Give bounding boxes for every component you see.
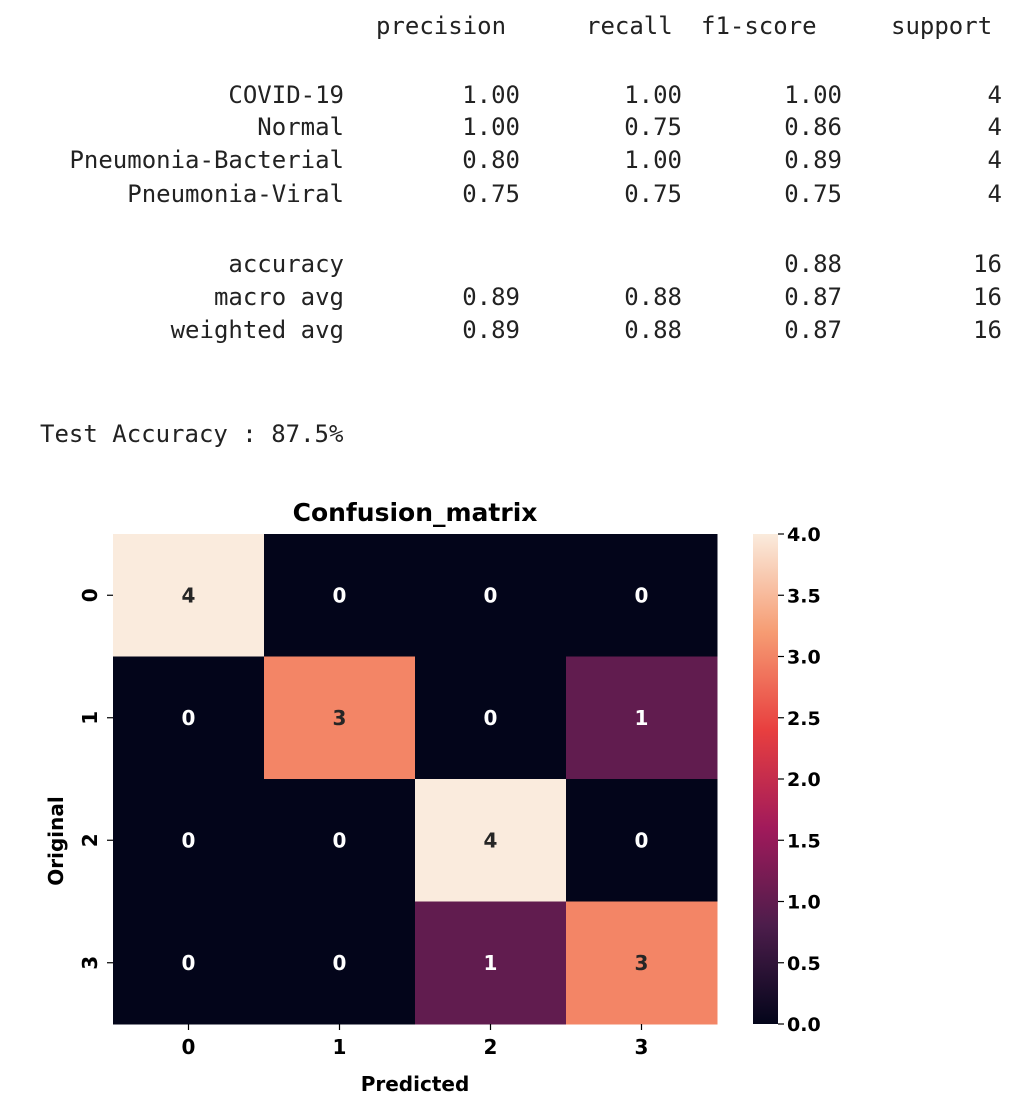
colorbar-tick-label: 2.5 [787, 708, 821, 730]
summary-precision: 0.89 [462, 316, 520, 344]
row-label: COVID-19 [228, 81, 344, 109]
cell-value-label: 0 [182, 828, 196, 852]
heatmap-cells: 4 0 0 0 0 3 0 1 0 0 4 0 0 0 1 3 [113, 534, 718, 1025]
row-f1: 1.00 [784, 81, 842, 109]
summary-label: macro avg [213, 283, 344, 311]
row-precision: 1.00 [462, 81, 520, 109]
summary-support: 16 [973, 316, 1002, 344]
cell-value-label: 4 [484, 828, 498, 852]
y-tick-label: 0 [78, 588, 102, 602]
heatmap-cell [415, 656, 567, 780]
heatmap-cell [264, 779, 416, 902]
colorbar-tick-label: 3.0 [787, 647, 821, 669]
heatmap-cell [264, 901, 416, 1025]
cell-value-label: 0 [182, 706, 196, 730]
y-tick-label: 3 [78, 956, 102, 970]
cell-value-label: 0 [182, 951, 196, 975]
header-precision: precision [376, 12, 507, 40]
heatmap-cell [415, 779, 567, 902]
summary-support: 16 [973, 283, 1002, 311]
summary-label: weighted avg [170, 316, 344, 344]
header-f1-score: f1-score [701, 12, 817, 40]
summary-label: accuracy [228, 250, 344, 278]
row-f1: 0.75 [784, 180, 842, 208]
confusion-matrix-chart: Confusion_matrix 4 0 0 0 0 3 0 1 0 0 4 0 0 0 1 3 0 1 2 3 0… [44, 498, 821, 1096]
row-precision: 1.00 [462, 113, 520, 141]
test-accuracy-text: Test Accuracy : 87.5% [40, 420, 344, 448]
colorbar [753, 534, 778, 1024]
summary-f1: 0.87 [784, 283, 842, 311]
x-tick-label: 3 [635, 1035, 649, 1059]
heatmap-cell [415, 534, 567, 657]
row-support: 4 [987, 81, 1002, 109]
row-support: 4 [987, 180, 1002, 208]
cell-value-label: 0 [333, 828, 347, 852]
heatmap-cell [566, 901, 718, 1025]
y-axis-ticks: 0 1 2 3 [78, 588, 113, 970]
summary-precision: 0.89 [462, 283, 520, 311]
colorbar-tick-label: 4.0 [787, 524, 821, 546]
heatmap-cell [415, 901, 567, 1025]
row-recall: 0.75 [624, 113, 682, 141]
cell-value-label: 0 [635, 583, 649, 607]
x-tick-label: 2 [484, 1035, 498, 1059]
x-axis-label: Predicted [361, 1072, 470, 1096]
x-tick-label: 1 [333, 1035, 347, 1059]
colorbar-tick-label: 1.0 [787, 892, 821, 914]
header-recall: recall [586, 12, 673, 40]
colorbar-tick-label: 0.0 [787, 1014, 821, 1036]
header-support: support [891, 12, 993, 40]
row-label: Normal [257, 113, 344, 141]
summary-f1: 0.87 [784, 316, 842, 344]
cell-value-label: 4 [182, 583, 196, 607]
row-precision: 0.80 [462, 146, 520, 174]
heatmap-cell [264, 534, 416, 657]
cell-value-label: 1 [484, 951, 498, 975]
summary-recall: 0.88 [624, 316, 682, 344]
cell-value-label: 0 [635, 828, 649, 852]
heatmap-cell [113, 534, 265, 657]
heatmap-cell [566, 534, 718, 657]
cell-value-label: 0 [484, 583, 498, 607]
row-recall: 1.00 [624, 81, 682, 109]
colorbar-tick-label: 2.0 [787, 769, 821, 791]
colorbar-tick-label: 1.5 [787, 830, 821, 852]
heatmap-cell [566, 656, 718, 780]
colorbar-tick-label: 3.5 [787, 585, 821, 607]
cell-value-label: 3 [333, 706, 347, 730]
cell-value-label: 0 [484, 706, 498, 730]
cell-value-label: 1 [635, 706, 649, 730]
row-recall: 0.75 [624, 180, 682, 208]
colorbar-ticks: 0.0 0.5 1.0 1.5 2.0 2.5 3.0 3.5 4.0 [778, 524, 821, 1036]
summary-recall: 0.88 [624, 283, 682, 311]
cell-value-label: 0 [333, 583, 347, 607]
row-support: 4 [987, 146, 1002, 174]
colorbar-tick-label: 0.5 [787, 953, 821, 975]
y-tick-label: 1 [78, 711, 102, 725]
row-f1: 0.86 [784, 113, 842, 141]
summary-support: 16 [973, 250, 1002, 278]
row-support: 4 [987, 113, 1002, 141]
row-f1: 0.89 [784, 146, 842, 174]
row-precision: 0.75 [462, 180, 520, 208]
x-tick-label: 0 [182, 1035, 196, 1059]
row-label: Pneumonia-Bacterial [69, 146, 344, 174]
heatmap-cell [566, 779, 718, 902]
x-axis-ticks: 0 1 2 3 [182, 1024, 649, 1059]
heatmap-cell [113, 779, 265, 902]
y-tick-label: 2 [78, 833, 102, 847]
heatmap-cell [264, 656, 416, 780]
chart-title: Confusion_matrix [293, 498, 538, 527]
heatmap-cell [113, 901, 265, 1025]
row-label: Pneumonia-Viral [127, 180, 344, 208]
y-axis-label: Original [44, 796, 68, 885]
heatmap-cell [113, 656, 265, 780]
cell-value-label: 3 [635, 951, 649, 975]
summary-f1: 0.88 [784, 250, 842, 278]
cell-value-label: 0 [333, 951, 347, 975]
row-recall: 1.00 [624, 146, 682, 174]
